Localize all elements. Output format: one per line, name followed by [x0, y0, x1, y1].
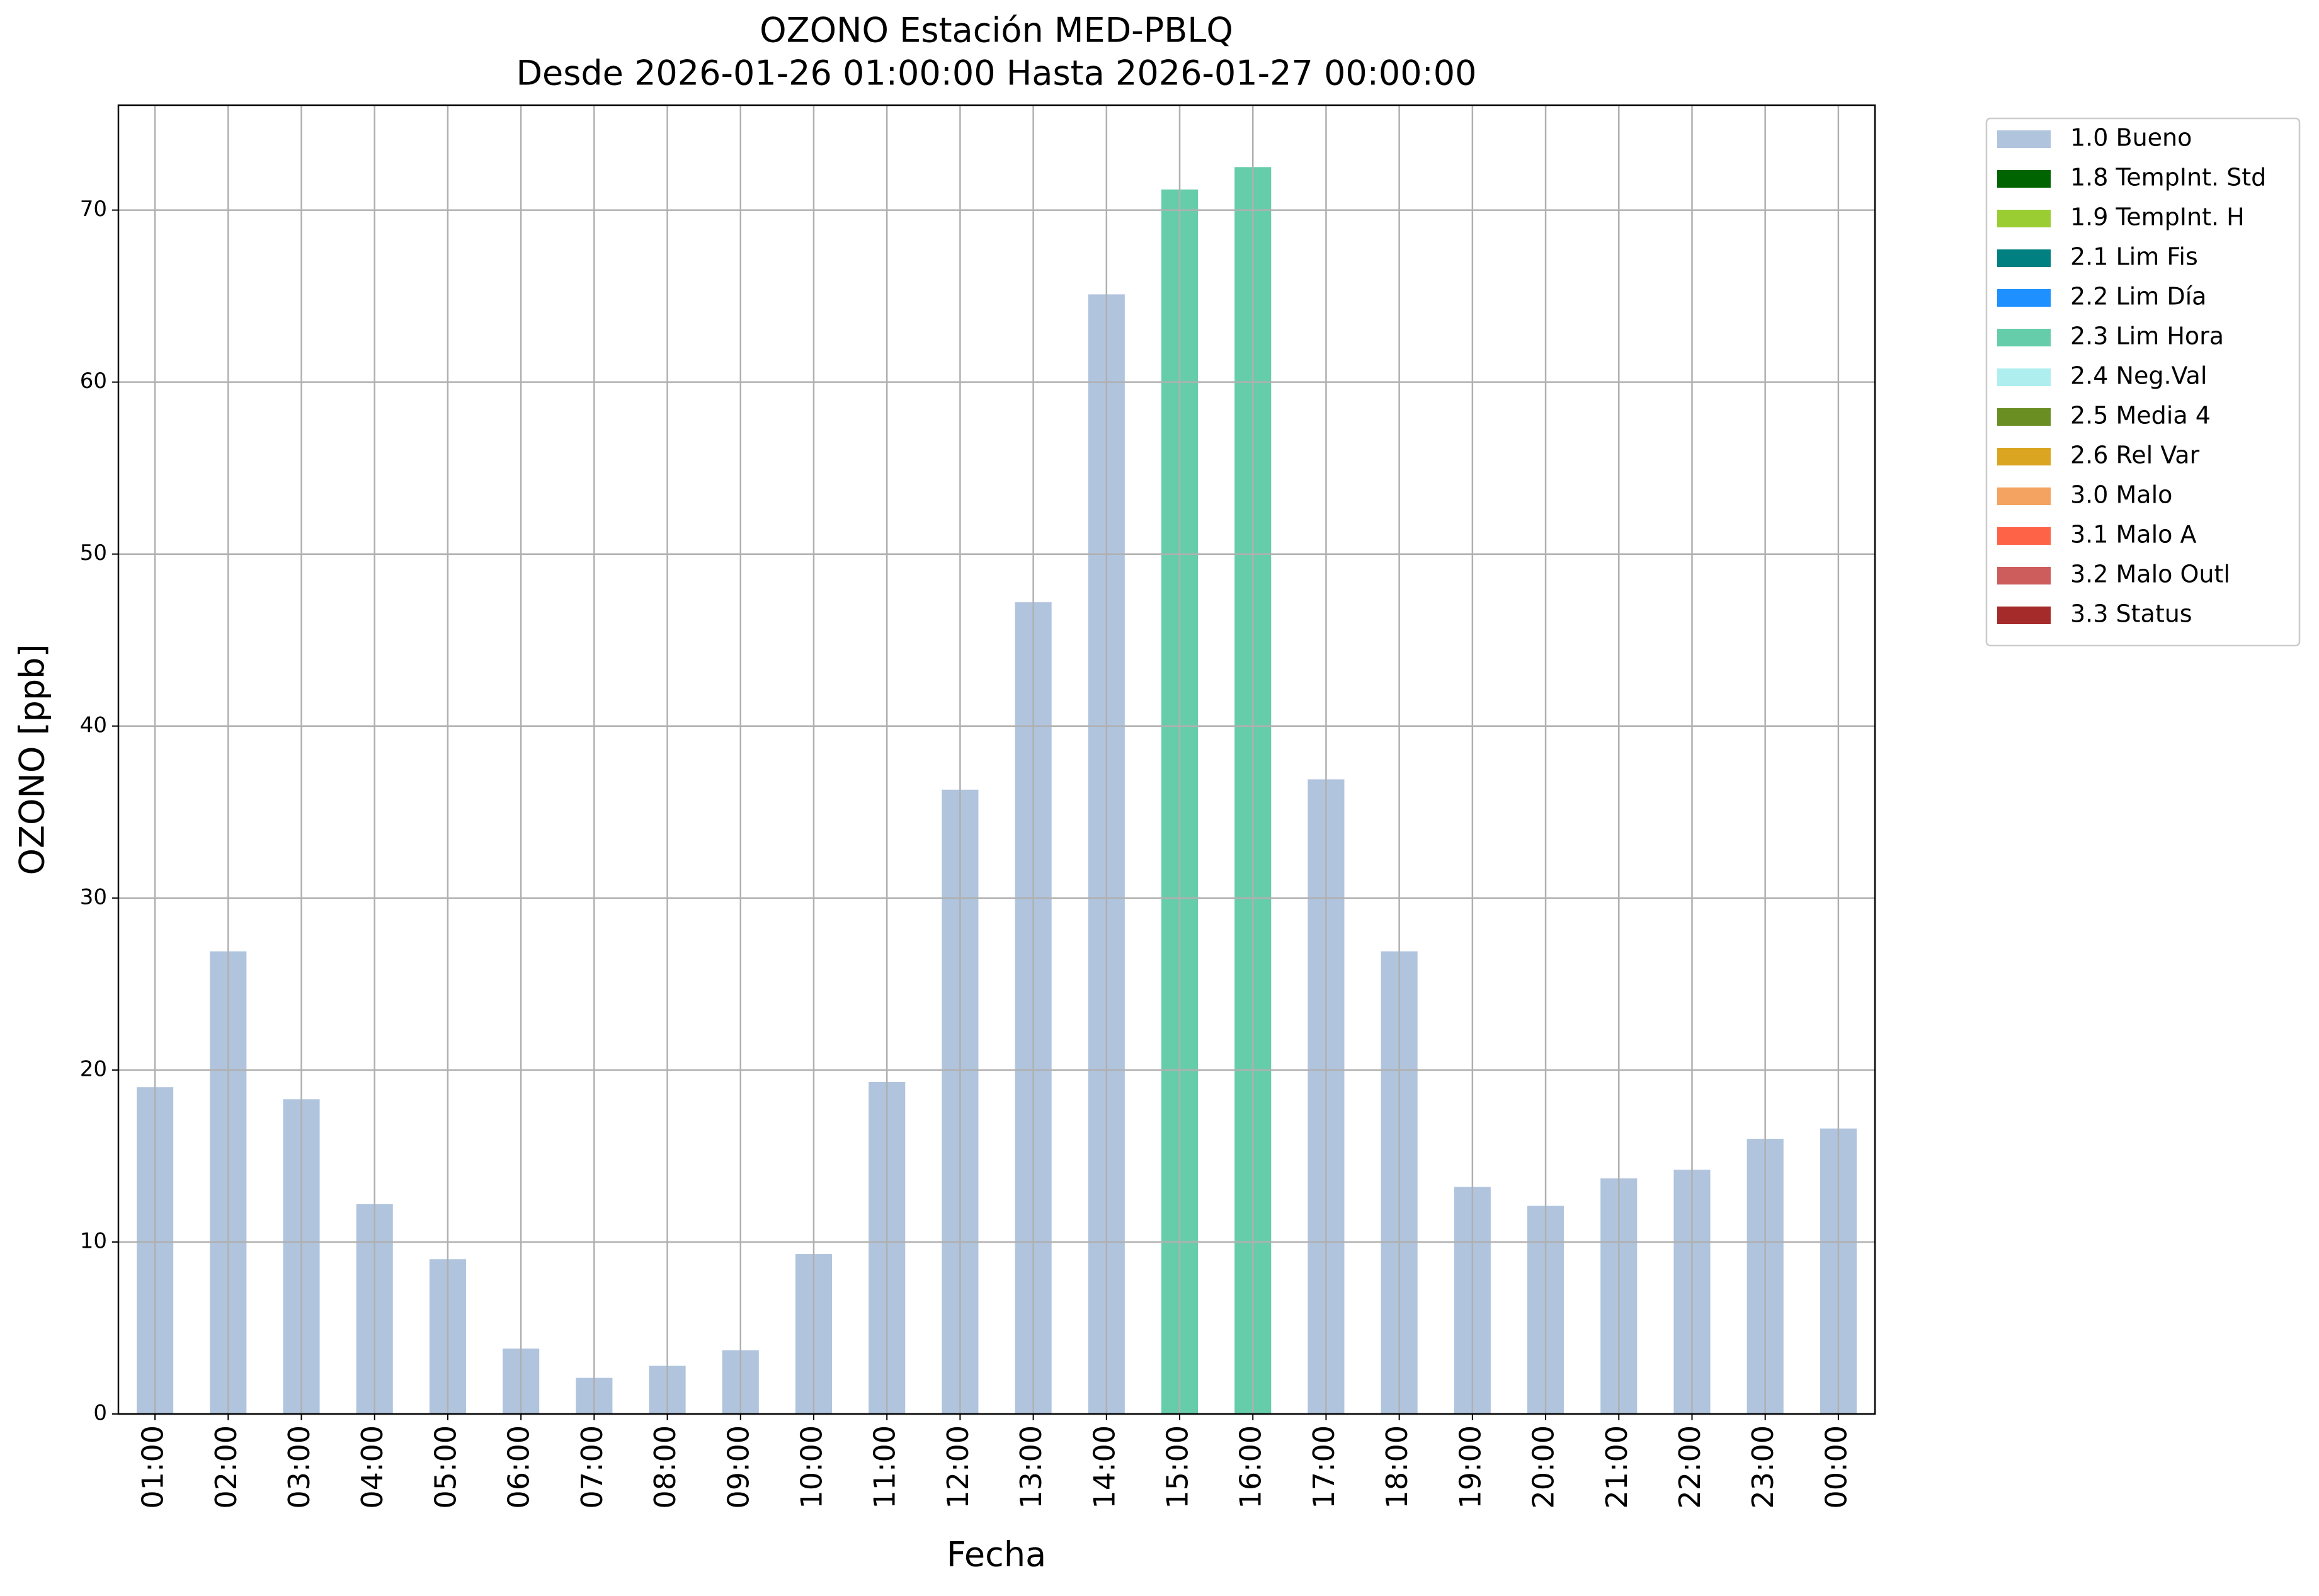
x-tick-label: 03:00 [282, 1425, 316, 1509]
x-tick-label: 12:00 [941, 1425, 975, 1509]
legend-swatch [1997, 210, 2051, 227]
legend-label: 2.5 Media 4 [2070, 402, 2211, 430]
x-tick-label: 13:00 [1014, 1425, 1048, 1509]
legend-label: 1.0 Bueno [2070, 124, 2192, 152]
chart-subtitle: Desde 2026-01-26 01:00:00 Hasta 2026-01-… [516, 54, 1476, 93]
x-tick-label: 16:00 [1234, 1425, 1268, 1509]
y-tick-label: 20 [80, 1056, 107, 1081]
x-tick-label: 22:00 [1673, 1425, 1707, 1509]
legend-swatch [1997, 249, 2051, 267]
legend-swatch [1997, 130, 2051, 148]
x-tick-label: 17:00 [1307, 1425, 1341, 1509]
y-tick-label: 30 [80, 884, 107, 909]
legend-swatch [1997, 368, 2051, 386]
legend-label: 2.1 Lim Fis [2070, 243, 2198, 271]
legend-label: 3.1 Malo A [2070, 521, 2196, 549]
chart-title: OZONO Estación MED-PBLQ [760, 11, 1233, 50]
legend-swatch [1997, 448, 2051, 465]
x-tick-label: 19:00 [1453, 1425, 1487, 1509]
legend-swatch [1997, 607, 2051, 624]
y-tick-label: 50 [80, 540, 107, 566]
y-axis-label: OZONO [ppb] [13, 644, 52, 875]
x-tick-label: 11:00 [868, 1425, 902, 1509]
legend-label: 1.9 TempInt. H [2070, 203, 2245, 231]
legend-label: 2.3 Lim Hora [2070, 322, 2224, 350]
legend-label: 3.3 Status [2070, 600, 2192, 628]
y-tick-label: 0 [93, 1401, 107, 1426]
x-tick-label: 10:00 [794, 1425, 828, 1509]
y-tick-label: 10 [80, 1228, 107, 1253]
x-tick-label: 14:00 [1087, 1425, 1121, 1509]
legend-swatch [1997, 289, 2051, 307]
x-tick-label: 02:00 [209, 1425, 243, 1509]
legend-label: 3.2 Malo Outl [2070, 561, 2230, 588]
legend-swatch [1997, 329, 2051, 346]
x-tick-label: 05:00 [428, 1425, 462, 1509]
legend-label: 3.0 Malo [2070, 481, 2172, 509]
legend-label: 2.4 Neg.Val [2070, 362, 2207, 390]
x-tick-label: 04:00 [355, 1425, 389, 1509]
legend-label: 1.8 TempInt. Std [2070, 164, 2266, 191]
x-tick-label: 20:00 [1527, 1425, 1561, 1509]
x-tick-label: 00:00 [1819, 1425, 1853, 1509]
x-tick-label: 07:00 [575, 1425, 609, 1509]
y-tick-label: 60 [80, 368, 107, 394]
legend-label: 2.2 Lim Día [2070, 283, 2206, 311]
x-tick-label: 08:00 [648, 1425, 682, 1509]
legend-swatch [1997, 170, 2051, 188]
legend-swatch [1997, 408, 2051, 426]
legend-swatch [1997, 567, 2051, 584]
legend-swatch [1997, 527, 2051, 545]
legend-swatch [1997, 487, 2051, 505]
y-tick-label: 40 [80, 712, 107, 738]
x-tick-label: 15:00 [1161, 1425, 1195, 1509]
legend-box [1985, 117, 2301, 647]
x-tick-label: 23:00 [1746, 1425, 1780, 1509]
plot-frame [117, 104, 1876, 1415]
x-tick-label: 06:00 [502, 1425, 536, 1509]
legend-label: 2.6 Rel Var [2070, 442, 2200, 469]
x-tick-label: 01:00 [136, 1425, 170, 1509]
x-tick-label: 09:00 [721, 1425, 755, 1509]
y-tick-label: 70 [80, 197, 107, 222]
x-axis-label: Fecha [947, 1535, 1046, 1575]
x-tick-label: 18:00 [1380, 1425, 1414, 1509]
x-tick-label: 21:00 [1600, 1425, 1634, 1509]
